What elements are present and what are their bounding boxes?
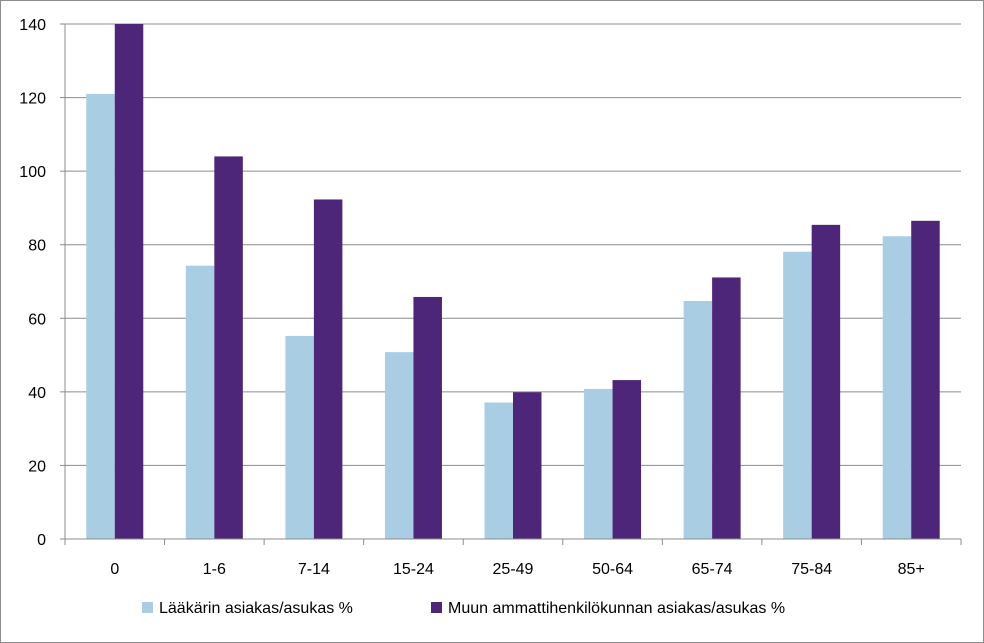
x-tick-label-1-6: 1-6	[203, 561, 226, 578]
axes	[64, 24, 961, 540]
y-tick-label: 20	[28, 458, 46, 475]
bar-series2-7-14	[313, 199, 343, 540]
bar-series1-85+	[882, 236, 912, 539]
legend-label-muun-ammattihenkilökunnan: Muun ammattihenkilökunnan asiakas/asukas…	[448, 600, 785, 617]
y-tick-label: 100	[19, 164, 46, 181]
x-tick-label-65-74: 65-74	[692, 561, 733, 578]
bars	[86, 24, 940, 540]
bar-series2-15-24	[413, 296, 442, 539]
legend-swatch-lääkärin	[142, 602, 153, 613]
legend: Lääkärin asiakas/asukas % Muun ammattihe…	[142, 600, 785, 617]
bar-series1-65-74	[683, 300, 713, 539]
legend-swatch-muun-ammattihenkilökunnan	[431, 602, 442, 613]
bar-series2-1-6	[214, 156, 243, 539]
bar-series1-1-6	[185, 265, 215, 539]
bar-series2-0	[114, 24, 144, 539]
bar-series1-7-14	[285, 335, 314, 539]
x-tick-label-50-64: 50-64	[592, 561, 633, 578]
y-tick-label: 60	[28, 311, 46, 328]
y-tick-label: 120	[19, 91, 46, 108]
x-tick-label-85+: 85+	[898, 561, 925, 578]
bar-series1-25-49	[484, 402, 513, 539]
bar-series1-75-84	[783, 251, 812, 540]
x-tick-label-0: 0	[110, 561, 119, 578]
bar-series2-85+	[911, 220, 940, 539]
bar-series2-25-49	[513, 392, 542, 539]
y-tick-label: 80	[28, 238, 46, 255]
bar-series2-65-74	[712, 277, 741, 539]
bar-series2-50-64	[612, 380, 642, 539]
x-tick-label-15-24: 15-24	[393, 561, 434, 578]
x-tick-label-7-14: 7-14	[298, 561, 330, 578]
x-axis-ticks: 0 1-6 7-14 15-24 25-49 50-64 65-74 75-84 85+	[64, 539, 962, 578]
y-tick-label: 140	[19, 17, 46, 34]
y-tick-label: 40	[28, 385, 46, 402]
x-tick-label-25-49: 25-49	[493, 561, 534, 578]
bar-series1-0	[86, 93, 115, 540]
legend-label-lääkärin: Lääkärin asiakas/asukas %	[159, 600, 353, 617]
bar-series2-75-84	[811, 224, 841, 539]
bar-series1-15-24	[384, 352, 414, 539]
y-axis-ticks: 0 20 40 60 80 100 120 140	[19, 17, 65, 549]
bar-series1-50-64	[584, 388, 613, 539]
y-tick-label: 0	[37, 532, 46, 549]
x-tick-label-75-84: 75-84	[791, 561, 832, 578]
